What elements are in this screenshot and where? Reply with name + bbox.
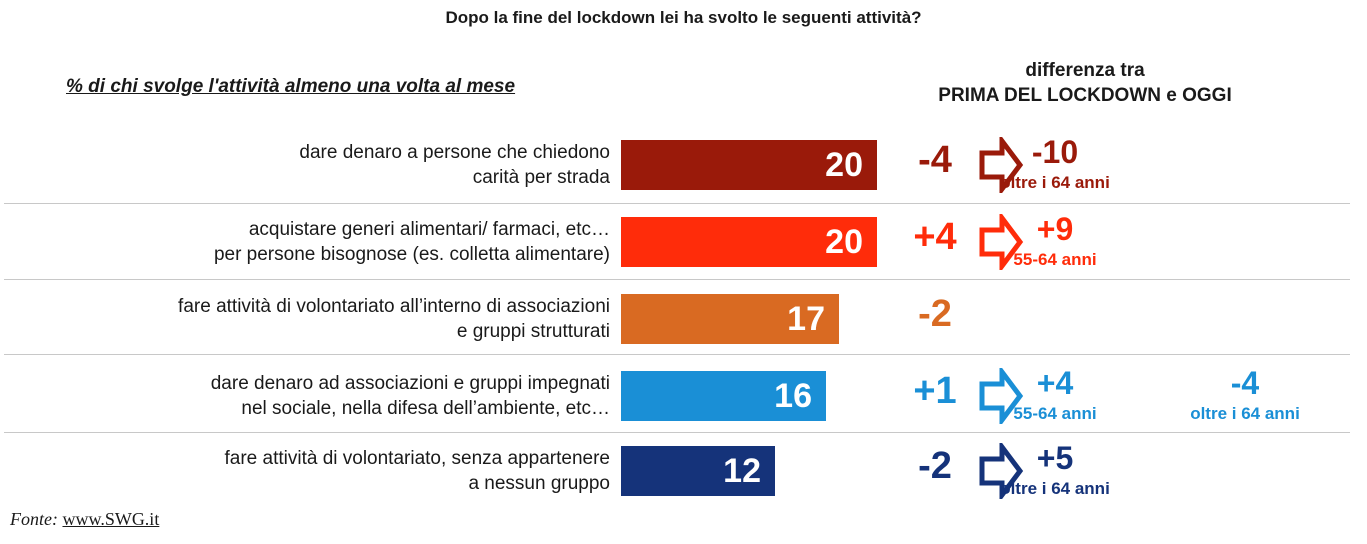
bar-value-label: 12 (723, 452, 761, 490)
source-label: Fonte: (10, 509, 58, 529)
category-label: fare attività di volontariato, senza app… (60, 446, 610, 496)
difference-value: +1 (913, 370, 957, 412)
subgroup-age-label: oltre i 64 anni (1190, 404, 1300, 423)
difference-value: +4 (913, 216, 957, 258)
subgroup-age-label: 55-64 anni (1013, 250, 1097, 269)
difference-value: -2 (918, 445, 952, 487)
category-label: dare denaro ad associazioni e gruppi imp… (60, 371, 610, 421)
category-label-line: per persone bisognose (es. colletta alim… (213, 244, 610, 265)
row-separator (4, 354, 1350, 355)
bar-value-label: 20 (825, 146, 863, 184)
arrow-right-icon (979, 368, 1024, 424)
category-label-line: nel sociale, nella difesa dell’ambiente,… (241, 398, 610, 419)
bar: 20 (621, 140, 877, 190)
arrow-right-icon (979, 443, 1024, 499)
subgroup-age-label: 55-64 anni (1013, 404, 1097, 423)
category-label: dare denaro a persone che chiedono carità… (60, 140, 610, 190)
subgroup-age-label: oltre i 64 anni (1000, 173, 1110, 192)
bar: 20 (621, 217, 877, 267)
chart-subtitle: % di chi svolge l'attività almeno una vo… (66, 76, 516, 97)
difference-header-line1: differenza tra (1025, 60, 1145, 81)
category-label: fare attività di volontariato all’intern… (60, 294, 610, 344)
bar: 16 (621, 371, 826, 421)
category-label-line: acquistare generi alimentari/ farmaci, e… (248, 219, 610, 240)
source-note: Fonte: www.SWG.it (10, 509, 159, 530)
category-label-line: carità per strada (472, 167, 610, 188)
difference-header-line2: PRIMA DEL LOCKDOWN e OGGI (938, 85, 1232, 106)
bar-value-label: 16 (774, 377, 812, 415)
category-label-line: fare attività di volontariato all’intern… (178, 296, 610, 317)
subgroup-difference-value: -10 (1031, 134, 1079, 170)
chart-title: Dopo la fine del lockdown lei ha svolto … (445, 8, 922, 27)
subgroup-difference-value: +4 (1036, 365, 1074, 401)
subgroup-difference-value: -4 (1230, 365, 1260, 401)
category-label-line: a nessun gruppo (468, 473, 610, 494)
source-link[interactable]: www.SWG.it (62, 509, 160, 529)
bar-value-label: 17 (787, 300, 825, 338)
category-label-line: e gruppi strutturati (456, 321, 610, 342)
subgroup-difference-value: +5 (1036, 440, 1074, 476)
subgroup-age-label: oltre i 64 anni (1000, 479, 1110, 498)
category-label-line: dare denaro ad associazioni e gruppi imp… (210, 373, 610, 394)
category-label-line: fare attività di volontariato, senza app… (224, 448, 610, 469)
row-separator (4, 279, 1350, 280)
bar-value-label: 20 (825, 223, 863, 261)
subgroup-difference-value: +9 (1036, 211, 1074, 247)
difference-value: -2 (918, 293, 952, 335)
bar: 12 (621, 446, 775, 496)
category-label: acquistare generi alimentari/ farmaci, e… (60, 217, 610, 267)
difference-header: differenza tra PRIMA DEL LOCKDOWN e OGGI (880, 58, 1290, 108)
row-separator (4, 203, 1350, 204)
arrow-right-icon (979, 137, 1024, 193)
bar: 17 (621, 294, 839, 344)
arrow-right-icon (979, 214, 1024, 270)
category-label-line: dare denaro a persone che chiedono (299, 142, 610, 163)
row-separator (4, 432, 1350, 433)
difference-value: -4 (918, 139, 952, 181)
